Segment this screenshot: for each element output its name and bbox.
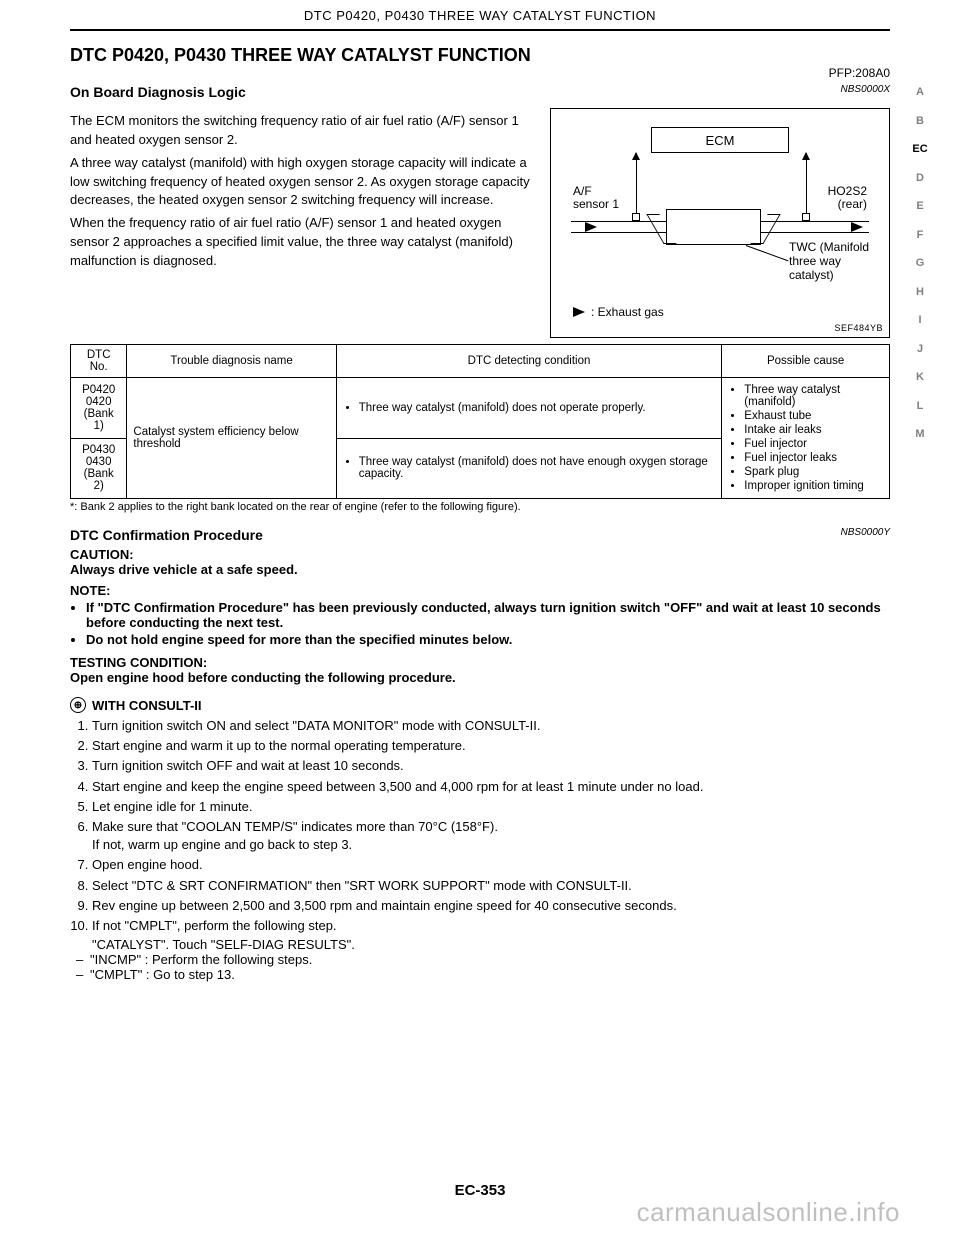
- cell-name: Catalyst system efficiency below thresho…: [127, 378, 336, 499]
- twc-label-1: TWC (Manifold: [789, 241, 869, 255]
- cond-1: Three way catalyst (manifold) does not o…: [359, 402, 716, 414]
- page-number: EC-353: [455, 1182, 506, 1199]
- step-8: Select "DTC & SRT CONFIRMATION" then "SR…: [92, 877, 890, 895]
- cond-2: Three way catalyst (manifold) does not h…: [359, 456, 716, 480]
- watermark: carmanualsonline.info: [637, 1197, 900, 1228]
- catalyst-diagram: ECM A/F sensor 1 HO2S2 (rear): [550, 108, 890, 338]
- th-cond: DTC detecting condition: [336, 345, 722, 378]
- th-name: Trouble diagnosis name: [127, 345, 336, 378]
- note-2: Do not hold engine speed for more than t…: [86, 632, 890, 647]
- twc-box: [666, 209, 761, 245]
- af-label-2: sensor 1: [573, 198, 619, 211]
- onboard-code: NBS0000X: [841, 84, 890, 95]
- twc-label: TWC (Manifold three way catalyst): [789, 241, 869, 282]
- cause-3: Fuel injector: [744, 438, 883, 450]
- testing-text: Open engine hood before conducting the f…: [70, 670, 890, 685]
- twc-label-2: three way: [789, 255, 869, 269]
- ho2s2-label: HO2S2 (rear): [828, 185, 867, 211]
- step-5: Let engine idle for 1 minute.: [92, 798, 890, 816]
- step-4: Start engine and keep the engine speed b…: [92, 778, 890, 796]
- onboard-heading-text: On Board Diagnosis Logic: [70, 84, 246, 100]
- onboard-p3: When the frequency ratio of air fuel rat…: [70, 214, 534, 271]
- cause-5: Spark plug: [744, 466, 883, 478]
- with-consult-text: WITH CONSULT-II: [92, 698, 202, 713]
- flow-arrow-in: [585, 222, 597, 232]
- twc-label-3: catalyst): [789, 269, 869, 283]
- step-7: Open engine hood.: [92, 856, 890, 874]
- sub-1: "INCMP" : Perform the following steps.: [90, 952, 890, 967]
- th-cause: Possible cause: [722, 345, 890, 378]
- step-10: If not "CMPLT", perform the following st…: [92, 917, 890, 935]
- onboard-heading: On Board Diagnosis Logic NBS0000X: [70, 84, 890, 100]
- confirm-code: NBS0000Y: [841, 527, 890, 538]
- steps-list: Turn ignition switch ON and select "DATA…: [70, 717, 890, 935]
- cell-dtc-1: P0420 0420 (Bank 1): [71, 378, 127, 439]
- exhaust-legend: : Exhaust gas: [573, 305, 664, 319]
- running-title: DTC P0420, P0430 THREE WAY CATALYST FUNC…: [0, 8, 960, 23]
- cause-list: Three way catalyst (manifold) Exhaust tu…: [728, 384, 883, 492]
- note-label: NOTE:: [70, 583, 890, 598]
- step-6: Make sure that "COOLAN TEMP/S" indicates…: [92, 818, 890, 854]
- cause-4: Fuel injector leaks: [744, 452, 883, 464]
- step-1: Turn ignition switch ON and select "DATA…: [92, 717, 890, 735]
- twc-leader: [746, 245, 789, 261]
- page-title: DTC P0420, P0430 THREE WAY CATALYST FUNC…: [70, 45, 890, 66]
- dtc-table: DTC No. Trouble diagnosis name DTC detec…: [70, 344, 890, 499]
- cause-6: Improper ignition timing: [744, 480, 883, 492]
- pfp-code: PFP:208A0: [70, 66, 890, 80]
- with-consult-heading: ⊕ WITH CONSULT-II: [70, 697, 890, 713]
- step-3: Turn ignition switch OFF and wait at lea…: [92, 757, 890, 775]
- flow-arrow-out: [851, 222, 863, 232]
- cause-0: Three way catalyst (manifold): [744, 384, 883, 408]
- exhaust-arrow-icon: [573, 307, 585, 317]
- ecm-box: ECM: [651, 127, 789, 153]
- af-label: A/F sensor 1: [573, 185, 619, 211]
- figure-id: SEF484YB: [834, 323, 883, 333]
- table-footnote: *: Bank 2 applies to the right bank loca…: [70, 501, 890, 513]
- confirm-heading: DTC Confirmation Procedure NBS0000Y: [70, 527, 890, 543]
- af-sensor-stub: [632, 213, 640, 221]
- cell-dtc-2: P0430 0430 (Bank 2): [71, 438, 127, 499]
- main-content: DTC P0420, P0430 THREE WAY CATALYST FUNC…: [0, 31, 960, 982]
- step-9: Rev engine up between 2,500 and 3,500 rp…: [92, 897, 890, 915]
- table-header-row: DTC No. Trouble diagnosis name DTC detec…: [71, 345, 890, 378]
- ho2s2-sensor-stub: [802, 213, 810, 221]
- caution-text: Always drive vehicle at a safe speed.: [70, 562, 890, 577]
- cause-1: Exhaust tube: [744, 410, 883, 422]
- th-dtc: DTC No.: [71, 345, 127, 378]
- step-2: Start engine and warm it up to the norma…: [92, 737, 890, 755]
- consult-icon: ⊕: [70, 697, 86, 713]
- onboard-p1: The ECM monitors the switching frequency…: [70, 112, 534, 150]
- final-sub-prefix: "CATALYST". Touch "SELF-DIAG RESULTS".: [70, 937, 890, 952]
- final-sub-list: "INCMP" : Perform the following steps. "…: [70, 952, 890, 982]
- cond-list: Three way catalyst (manifold) does not o…: [343, 402, 716, 414]
- arrow-ho2s2-to-ecm: [806, 153, 807, 213]
- table-row: P0420 0420 (Bank 1) Catalyst system effi…: [71, 378, 890, 439]
- onboard-p2: A three way catalyst (manifold) with hig…: [70, 154, 534, 211]
- exhaust-legend-text: : Exhaust gas: [591, 305, 664, 319]
- onboard-text-col: The ECM monitors the switching frequency…: [70, 108, 534, 338]
- note-1: If "DTC Confirmation Procedure" has been…: [86, 600, 890, 630]
- note-list: If "DTC Confirmation Procedure" has been…: [70, 600, 890, 647]
- arrow-af-to-ecm: [636, 153, 637, 213]
- cause-2: Intake air leaks: [744, 424, 883, 436]
- sub-2: "CMPLT" : Go to step 13.: [90, 967, 890, 982]
- confirm-heading-text: DTC Confirmation Procedure: [70, 527, 263, 543]
- ho2s2-label-2: (rear): [828, 198, 867, 211]
- cond-list-2: Three way catalyst (manifold) does not h…: [343, 456, 716, 480]
- caution-label: CAUTION:: [70, 547, 890, 562]
- testing-label: TESTING CONDITION:: [70, 655, 890, 670]
